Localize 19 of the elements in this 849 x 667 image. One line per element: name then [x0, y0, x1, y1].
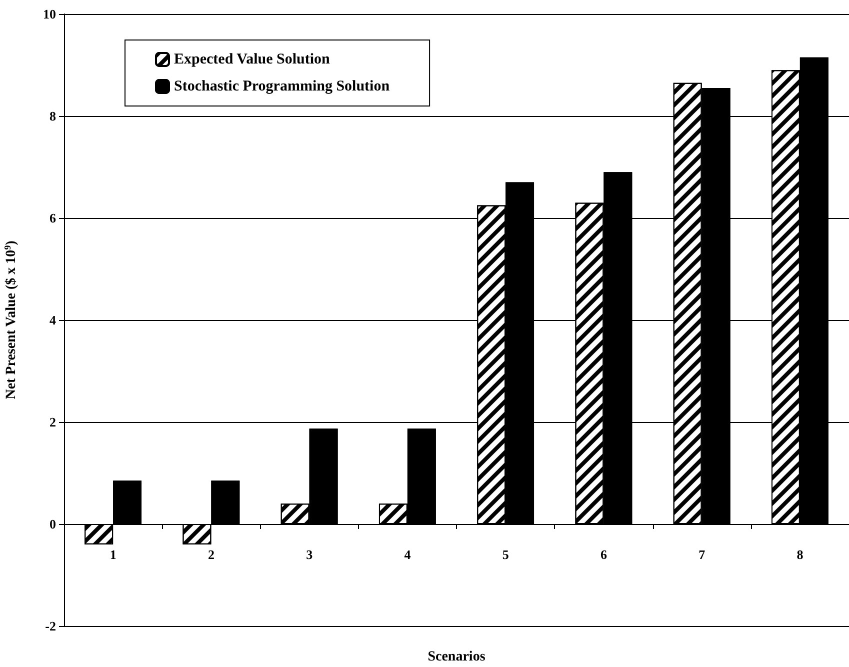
- legend-label: Expected Value Solution: [174, 52, 331, 68]
- y-axis-title: Net Present Value ($ x 109): [2, 240, 19, 400]
- x-tick-label: 3: [306, 547, 314, 562]
- y-tick-label: 4: [50, 312, 56, 328]
- y-tick-label: 8: [50, 108, 56, 124]
- y-tick-label: 10: [43, 6, 56, 22]
- y-tick-label: -2: [45, 618, 56, 634]
- y-tick-label: 6: [50, 210, 56, 226]
- x-tick-label: 1: [110, 547, 116, 562]
- y-tick-label: 2: [50, 414, 56, 430]
- x-axis-title: Scenarios: [428, 650, 486, 664]
- x-tick-label: 2: [208, 547, 214, 562]
- x-tick-label: 6: [600, 547, 608, 562]
- x-tick-label: 4: [404, 547, 412, 562]
- legend-label: Stochastic Programming Solution: [174, 78, 390, 94]
- x-tick-label: 8: [796, 547, 804, 562]
- y-tick-label: 0: [50, 516, 56, 532]
- x-tick-label: 5: [502, 547, 510, 562]
- x-tick-label: 7: [698, 547, 706, 562]
